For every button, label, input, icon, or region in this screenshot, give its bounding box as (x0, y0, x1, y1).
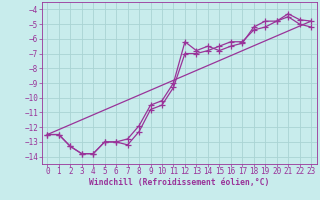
X-axis label: Windchill (Refroidissement éolien,°C): Windchill (Refroidissement éolien,°C) (89, 178, 269, 187)
